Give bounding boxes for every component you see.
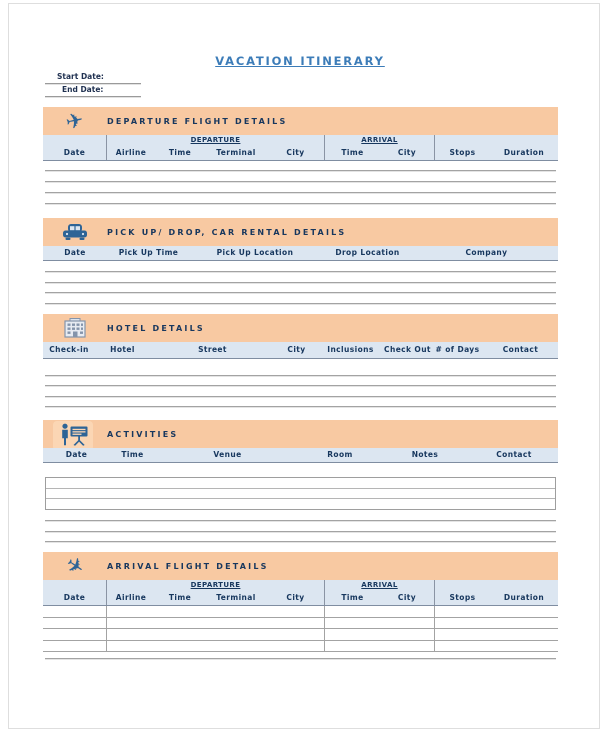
group-label-departure: DEPARTURE xyxy=(107,580,325,591)
section-header-activities: ACTIVITIES xyxy=(43,420,558,451)
col-street: Street xyxy=(198,345,227,354)
group-label-arrival: ARRIVAL xyxy=(325,135,435,146)
presentation-icon xyxy=(55,420,95,448)
flight-group-header-row: DEPARTURE ARRIVAL xyxy=(43,135,558,146)
col-duration: Duration xyxy=(503,148,545,157)
col-time: Time xyxy=(168,593,192,602)
col-stops: Stops xyxy=(449,593,476,602)
col-arr-city: City xyxy=(380,146,435,160)
col-time: Time xyxy=(121,450,144,459)
fill-line[interactable] xyxy=(45,658,556,659)
fill-line[interactable] xyxy=(45,541,556,542)
col-city: City xyxy=(287,345,306,354)
col-checkout: Check Out xyxy=(384,345,431,354)
col-stops: Stops xyxy=(449,148,476,157)
arrival-flight-column-header-row: Date Airline Time Terminal City Time Cit… xyxy=(43,591,558,606)
table-row[interactable] xyxy=(43,640,558,652)
fill-line[interactable] xyxy=(45,385,556,386)
section-header-arrival-flight: ✈ ARRIVAL FLIGHT DETAILS xyxy=(43,550,558,581)
col-checkin: Check-in xyxy=(49,345,89,354)
col-notes: Notes xyxy=(411,450,439,459)
col-venue: Venue xyxy=(213,450,242,459)
page-title: VACATION ITINERARY xyxy=(215,54,385,68)
col-city: City xyxy=(267,146,325,160)
departure-flight-column-header-row: Date Airline Time Terminal City Time Cit… xyxy=(43,146,558,161)
section-header-departure-flight: ✈ DEPARTURE FLIGHT DETAILS xyxy=(43,107,558,135)
section-header-car-rental: PICK UP/ DROP, CAR RENTAL DETAILS xyxy=(43,218,558,246)
end-date-field[interactable]: End Date: xyxy=(45,84,141,97)
section-title: HOTEL DETAILS xyxy=(107,323,205,333)
activities-entry-box[interactable] xyxy=(45,477,556,510)
fill-line[interactable] xyxy=(45,170,556,171)
section-title: DEPARTURE FLIGHT DETAILS xyxy=(107,116,288,126)
fill-line[interactable] xyxy=(45,531,556,532)
col-inclusions: Inclusions xyxy=(327,345,374,354)
col-date: Date xyxy=(65,450,88,459)
section-header-hotel: HOTEL DETAILS xyxy=(43,314,558,342)
arrival-flight-entry-grid[interactable] xyxy=(43,606,558,652)
section-title: ARRIVAL FLIGHT DETAILS xyxy=(107,561,269,571)
activities-column-header-row: Date Time Venue Room Notes Contact xyxy=(43,448,558,463)
table-row[interactable] xyxy=(43,629,558,641)
group-label-departure: DEPARTURE xyxy=(107,135,325,146)
col-terminal: Terminal xyxy=(216,148,256,157)
col-airline: Airline xyxy=(115,593,147,602)
col-company: Company xyxy=(465,248,508,257)
col-arr-time: Time xyxy=(341,593,364,602)
col-date: Date xyxy=(43,146,107,160)
car-icon xyxy=(55,218,95,246)
col-airline: Airline xyxy=(115,148,147,157)
col-pickup-location: Pick Up Location xyxy=(216,248,294,257)
fill-line[interactable] xyxy=(45,192,556,193)
col-pickup-time: Pick Up Time xyxy=(118,248,179,257)
section-title: PICK UP/ DROP, CAR RENTAL DETAILS xyxy=(107,227,347,237)
section-title: ACTIVITIES xyxy=(107,429,179,439)
col-terminal: Terminal xyxy=(216,593,256,602)
fill-line[interactable] xyxy=(45,271,556,272)
start-date-label: Start Date: xyxy=(57,72,104,81)
fill-line[interactable] xyxy=(45,203,556,204)
airplane-landing-icon: ✈ xyxy=(61,550,90,581)
hotel-icon xyxy=(55,314,95,342)
fill-line[interactable] xyxy=(45,396,556,397)
col-date: Date xyxy=(43,591,107,605)
fill-line[interactable] xyxy=(45,303,556,304)
fill-line[interactable] xyxy=(45,282,556,283)
car-rental-column-header-row: Date Pick Up Time Pick Up Location Drop … xyxy=(43,246,558,261)
table-row[interactable] xyxy=(43,606,558,618)
col-city: City xyxy=(267,591,325,605)
fill-line[interactable] xyxy=(45,292,556,293)
fill-line[interactable] xyxy=(45,375,556,376)
end-date-label: End Date: xyxy=(62,85,104,94)
col-drop-location: Drop Location xyxy=(335,248,400,257)
fill-line[interactable] xyxy=(45,181,556,182)
col-date: Date xyxy=(64,248,86,257)
col-contact: Contact xyxy=(496,450,532,459)
fill-line[interactable] xyxy=(45,406,556,407)
col-duration: Duration xyxy=(503,593,545,602)
col-arr-city: City xyxy=(380,591,435,605)
fill-line[interactable] xyxy=(45,520,556,521)
col-hotel: Hotel xyxy=(110,345,135,354)
col-days: # of Days xyxy=(435,345,480,354)
col-contact: Contact xyxy=(502,345,539,354)
group-label-arrival: ARRIVAL xyxy=(325,580,435,591)
col-time: Time xyxy=(168,148,192,157)
start-date-field[interactable]: Start Date: xyxy=(45,71,141,84)
airplane-takeoff-icon: ✈ xyxy=(63,106,86,135)
flight-group-header-row: DEPARTURE ARRIVAL xyxy=(43,580,558,591)
hotel-column-header-row: Check-in Hotel Street City Inclusions Ch… xyxy=(43,342,558,359)
col-room: Room xyxy=(327,450,353,459)
table-row[interactable] xyxy=(43,617,558,629)
col-arr-time: Time xyxy=(341,148,364,157)
